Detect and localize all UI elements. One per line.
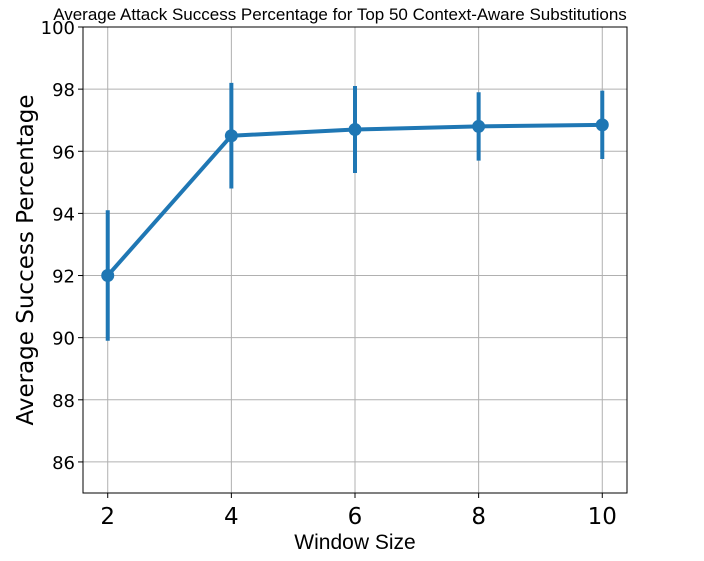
x-axis-label: Window Size — [294, 531, 415, 554]
series — [101, 82, 609, 341]
x-axis-ticks: 2 4 6 8 10 — [100, 493, 617, 530]
y-tick-label: 88 — [52, 391, 75, 412]
x-tick-label: 6 — [348, 504, 363, 530]
x-tick-label: 2 — [100, 504, 115, 530]
y-tick-label: 86 — [52, 453, 75, 474]
y-tick-label: 94 — [52, 204, 75, 225]
y-tick-label: 92 — [52, 267, 75, 288]
y-tick-label: 98 — [52, 80, 75, 101]
y-tick-label: 90 — [52, 329, 75, 350]
x-tick-label: 10 — [588, 504, 617, 530]
data-point — [348, 123, 362, 137]
x-tick-label: 4 — [224, 504, 239, 530]
data-point — [101, 269, 115, 283]
data-point — [472, 119, 486, 133]
data-point — [595, 118, 609, 132]
y-axis-ticks: 86 88 90 92 94 96 98 100 — [41, 18, 83, 474]
data-point — [224, 129, 238, 143]
chart-title: Average Attack Success Percentage for To… — [53, 5, 627, 24]
x-tick-label: 8 — [471, 504, 486, 530]
y-tick-label: 100 — [41, 18, 75, 39]
y-tick-label: 96 — [52, 142, 75, 163]
y-axis-label: Average Success Percentage — [13, 94, 39, 425]
